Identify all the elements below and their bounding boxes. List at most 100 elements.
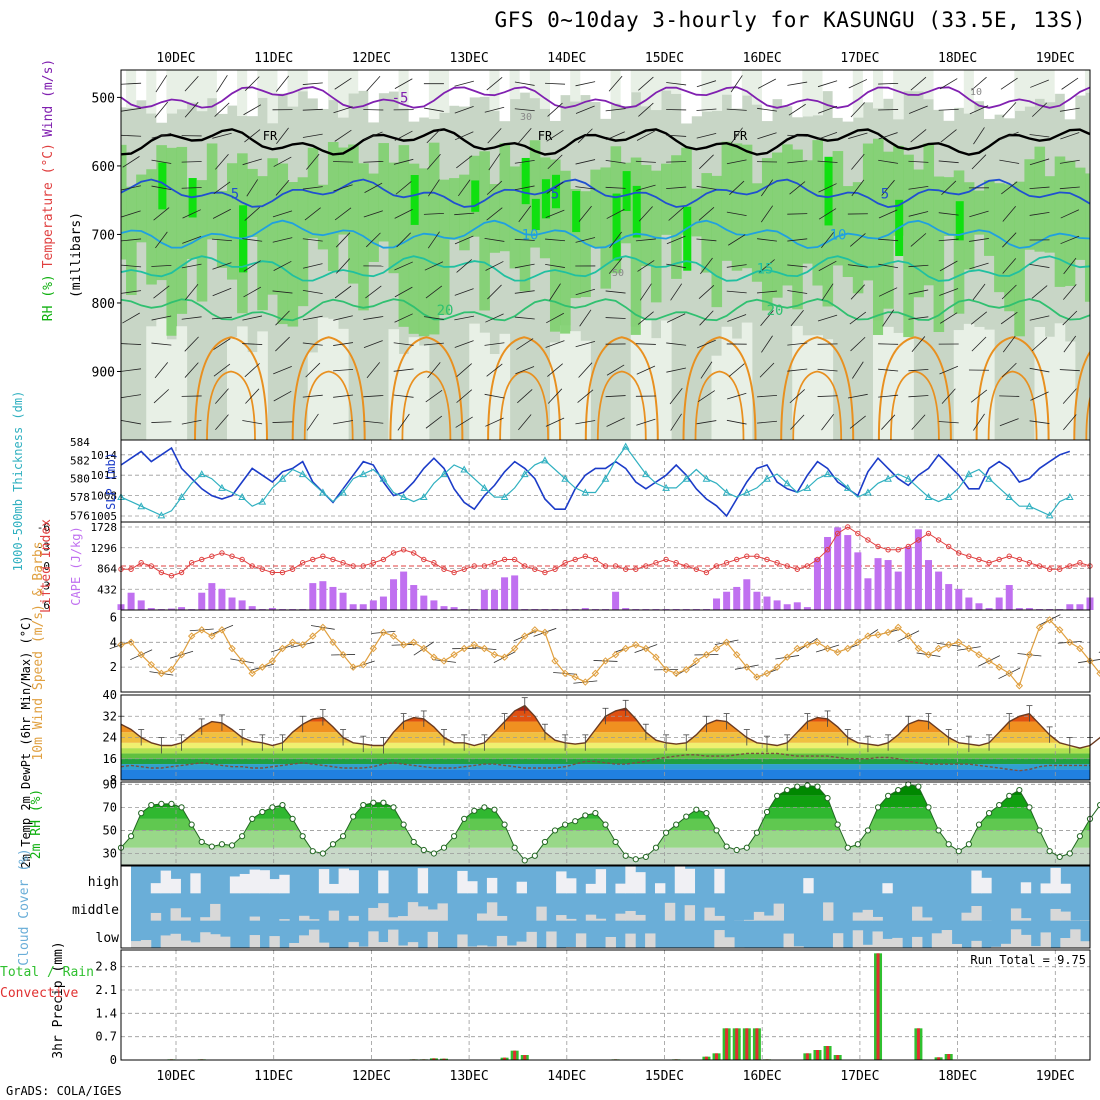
wind-barb [1062, 388, 1077, 404]
cape-bar [723, 591, 731, 610]
rh-point [289, 815, 296, 822]
thickness-point [520, 470, 529, 478]
wind-barb [394, 130, 413, 141]
wind-barb [366, 75, 381, 92]
wind-barb [545, 82, 566, 85]
lifted-point [865, 537, 871, 543]
cape-bar [581, 608, 589, 610]
cloud-gap [1001, 943, 1012, 948]
y-tick-label: 500 [92, 91, 115, 106]
wind-barb [821, 231, 835, 248]
wind-barb [363, 420, 384, 424]
isotherm-30-arc [1085, 395, 1090, 440]
wind-speed-point [157, 669, 166, 678]
freezing-label: FR [538, 129, 553, 143]
cloud-gap [229, 876, 241, 894]
lifted-point [562, 560, 568, 566]
rh-dry-aloft [277, 70, 289, 94]
wind-barb [1029, 134, 1050, 138]
rh-point [158, 800, 165, 808]
rh-dry-aloft [640, 70, 652, 107]
rh-dry-column [247, 352, 258, 440]
cape-bar [955, 588, 963, 610]
wind-speed-point [642, 644, 650, 653]
wind-speed-point [1066, 638, 1074, 647]
isotherm-25-arc [877, 336, 952, 440]
wind-barb [971, 336, 987, 352]
wind-barb [151, 421, 172, 423]
wind-speed-point [460, 644, 468, 653]
cape-bar [935, 571, 943, 610]
rh-moist [121, 144, 127, 260]
rh-moist [681, 147, 692, 235]
cape-bar [198, 592, 206, 610]
precip-conv-bar [503, 1057, 507, 1060]
lifted-point [491, 560, 498, 566]
lifted-point [209, 553, 215, 559]
wind-barb [488, 153, 501, 171]
cloud-gap [170, 933, 181, 948]
rh-moist [661, 163, 672, 235]
wind-barb [757, 107, 777, 112]
rh-dry-aloft [883, 70, 894, 99]
wind-barb [1063, 335, 1077, 353]
wind-barb [789, 389, 805, 404]
cloud-gap [872, 931, 883, 948]
wind-barb [428, 179, 440, 197]
precip-conv-bar [805, 1053, 809, 1060]
wind-barb [514, 238, 535, 241]
slp-line [120, 446, 1071, 518]
cloud-gap [645, 933, 656, 948]
rh-moist [923, 143, 935, 286]
wind-barb [821, 283, 834, 301]
wind-barb [215, 388, 229, 404]
rh-dry-aloft [711, 70, 723, 111]
rh-point [521, 857, 528, 864]
wind-barb [818, 260, 837, 272]
wind-speed-point [410, 638, 418, 647]
rh-saturated [612, 193, 621, 261]
wind-barb [878, 287, 898, 297]
date-label-top: 12DEC [352, 51, 391, 66]
date-label-top: 10DEC [156, 51, 195, 66]
date-label-bottom: 10DEC [156, 1069, 195, 1084]
wind-speed-point [288, 638, 297, 647]
wind-barb [423, 342, 444, 346]
wind-speed-point [399, 641, 408, 649]
rh-dry-column [499, 333, 511, 440]
temp-band [121, 769, 1090, 780]
thickness-point [319, 488, 327, 496]
rh-moist [449, 178, 460, 240]
rh-band [121, 795, 1090, 808]
cloud-gap [1020, 934, 1032, 948]
wind-speed-point [1015, 682, 1024, 690]
cloud-gap [486, 946, 498, 948]
rh-dry-column [156, 318, 167, 440]
lifted-point [370, 560, 377, 566]
lifted-point [1006, 553, 1012, 559]
rh-moist [903, 154, 914, 338]
rh-dry-aloft [852, 70, 864, 118]
thickness-point [460, 465, 469, 473]
wind-barb [878, 263, 899, 269]
rh-moist [267, 158, 278, 295]
wind-barb [575, 159, 596, 165]
contour-label: 20 [767, 303, 784, 319]
wind-barb [1002, 102, 1017, 118]
wind-barb [121, 82, 142, 85]
temp-axis-label: 2m Temp 2m DewPt (6hr Min/Max) (°C) [19, 616, 33, 869]
wind-barb [425, 390, 443, 403]
cape-bar [339, 592, 347, 610]
wind-speed-point [955, 638, 963, 647]
wind-barb [666, 313, 686, 323]
wind-barb [759, 362, 775, 378]
rh-point [1046, 848, 1053, 855]
wind-barb [878, 109, 899, 111]
thickness-point [742, 488, 751, 496]
rh-dry-column [317, 317, 329, 440]
lifted-point [633, 566, 639, 572]
wind-barb [184, 336, 199, 352]
wind-speed-point [783, 653, 791, 661]
cloud-gap [249, 869, 261, 894]
wind-barb [184, 101, 199, 118]
